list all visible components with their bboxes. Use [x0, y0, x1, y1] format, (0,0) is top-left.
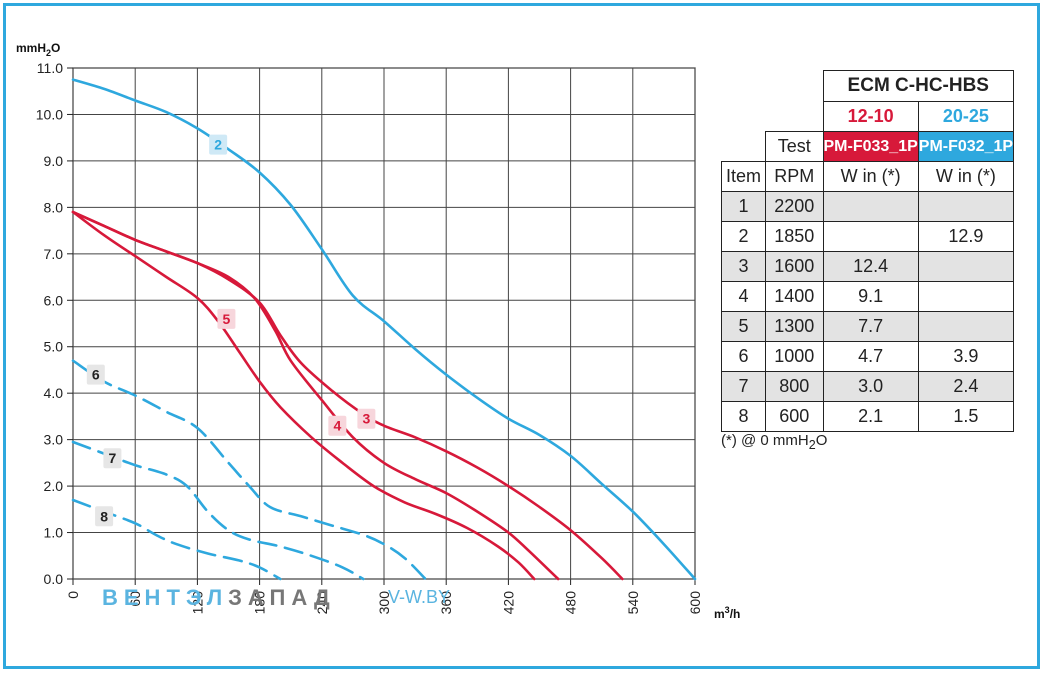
table-title-row: ECM C-HC-HBS [722, 70, 1015, 102]
curve-7 [71, 440, 365, 581]
x-tick-label: 60 [127, 591, 143, 607]
model-b: PM-F032_1P [917, 131, 1015, 162]
col-item: Item [721, 161, 766, 192]
x-tick-label: 0 [65, 591, 81, 599]
x-tick-label: 180 [252, 591, 268, 615]
y-tick-label: 6.0 [44, 292, 64, 308]
y-tick-label: 3.0 [44, 432, 64, 448]
x-tick-label: 600 [687, 591, 703, 615]
y-tick-label: 4.0 [44, 385, 64, 401]
chart-grid [67, 67, 696, 585]
col-b-unit: W in (*) [917, 161, 1015, 192]
table-footnote: (*) @ 0 mmH2O [721, 432, 828, 452]
chart-curves [71, 78, 697, 581]
table-size-row: 12-10 20-25 [722, 101, 1015, 132]
chart-tick-labels: 0.0 1.0 2.0 3.0 4.0 5.0 6.0 7.0 8.0 9.0 10.0 11.0 0 6… [36, 60, 703, 614]
series-label-7: 7 [108, 450, 116, 466]
model-a: PM-F033_1P [822, 131, 919, 162]
series-label-3: 3 [362, 411, 370, 427]
x-tick-label: 300 [376, 591, 392, 615]
series-label-bg [217, 308, 236, 329]
series-label-2: 2 [214, 137, 222, 153]
x-tick-label: 480 [563, 591, 579, 615]
curve-2 [71, 78, 697, 581]
series-label-bg [357, 408, 376, 429]
outer-frame [3, 3, 1040, 669]
table-model-row: Test PM-F033_1P PM-F032_1P [722, 131, 1015, 162]
y-tick-label: 7.0 [44, 246, 64, 262]
x-tick-label: 360 [438, 591, 454, 615]
series-label-4: 4 [333, 418, 341, 434]
series-label-bg [86, 364, 105, 385]
table-row: 3 1600 12.4 [721, 251, 1015, 282]
y-tick-label: 0.0 [44, 571, 64, 587]
series-label-8: 8 [100, 508, 108, 524]
series-label-bg [328, 415, 347, 436]
watermark-site: V-W.BY [388, 587, 450, 607]
x-tick-label: 540 [625, 591, 641, 615]
y-tick-label: 8.0 [44, 199, 64, 215]
table-title: ECM C-HC-HBS [822, 70, 1015, 102]
x-tick-label: 420 [500, 591, 516, 615]
chart-series-labels: 2 3 4 5 6 7 8 [86, 134, 376, 527]
y-tick-label: 10.0 [36, 106, 63, 122]
watermark-brand: ВЕНТЭЛЗАПАД [102, 585, 336, 610]
table-row: 8 600 2.1 1.5 [721, 401, 1015, 432]
curve-5 [71, 210, 536, 581]
table-row: 6 1000 4.7 3.9 [721, 341, 1015, 372]
x-axis-unit: m3/h [714, 605, 740, 621]
col-a-unit: W in (*) [822, 161, 919, 192]
table-header-row: Item RPM W in (*) W in (*) [721, 161, 1015, 192]
table-row: 2 1850 12.9 [721, 221, 1015, 252]
series-label-5: 5 [223, 311, 231, 327]
table-row: 4 1400 9.1 [721, 281, 1015, 312]
y-tick-label: 5.0 [44, 339, 64, 355]
series-label-6: 6 [92, 367, 100, 383]
curve-8 [71, 498, 282, 581]
y-axis-unit: mmH2O [16, 41, 60, 58]
y-tick-label: 11.0 [37, 60, 63, 76]
y-tick-label: 1.0 [44, 525, 64, 541]
series-label-bg [209, 134, 228, 155]
x-tick-label: 120 [189, 591, 205, 615]
x-tick-label: 240 [314, 591, 330, 615]
curve-6 [71, 359, 427, 581]
test-label: Test [765, 131, 824, 162]
series-label-bg [103, 448, 122, 469]
table-row: 1 2200 [721, 191, 1015, 222]
series-label-bg [95, 506, 114, 527]
col-rpm: RPM [765, 161, 824, 192]
table-row: 5 1300 7.7 [721, 311, 1015, 342]
size-a: 12-10 [822, 101, 919, 132]
spec-table: ECM C-HC-HBS 12-10 20-25 Test PM-F033_1P… [721, 70, 1015, 432]
table-row: 7 800 3.0 2.4 [721, 371, 1015, 402]
size-b: 20-25 [917, 101, 1015, 132]
y-tick-label: 9.0 [44, 153, 64, 169]
curve-4 [71, 210, 560, 581]
y-tick-label: 2.0 [44, 478, 64, 494]
curve-3 [71, 210, 624, 581]
